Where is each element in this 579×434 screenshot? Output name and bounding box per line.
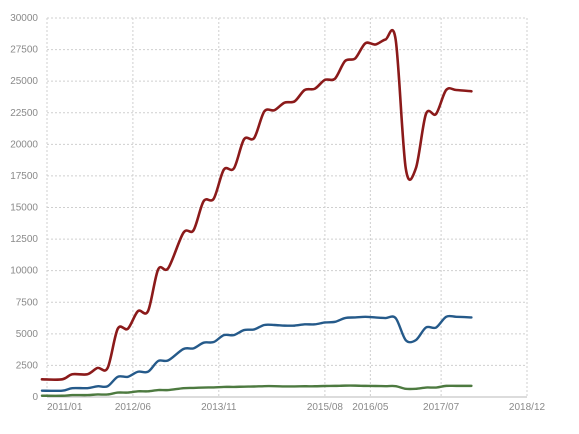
- y-tick-label: 12500: [10, 234, 38, 245]
- y-tick-label: 10000: [10, 266, 38, 277]
- tick-label-layer: 0 2500 5000 7500 10000 12500 15000 17500 20000 22…: [10, 13, 545, 413]
- y-tick-label: 15000: [10, 203, 38, 214]
- y-tick-label: 30000: [10, 13, 38, 24]
- y-tick-label: 2500: [16, 360, 39, 371]
- y-tick-label: 7500: [16, 297, 39, 308]
- x-tick-label: 2016/05: [352, 402, 389, 413]
- y-tick-label: 27500: [10, 45, 38, 56]
- y-tick-label: 25000: [10, 76, 38, 87]
- y-tick-label: 17500: [10, 171, 38, 182]
- series-line-3: [40, 384, 473, 397]
- x-tick-label: 2015/08: [307, 402, 344, 413]
- y-tick-label: 0: [32, 392, 38, 403]
- x-tick-label: 2017/07: [423, 402, 460, 413]
- x-tick-label: 2018/12: [509, 402, 546, 413]
- x-tick-label: 2013/11: [201, 402, 237, 413]
- y-tick-label: 5000: [16, 329, 39, 340]
- y-tick-label: 22500: [10, 108, 38, 119]
- x-tick-label: 2012/06: [115, 402, 152, 413]
- grid-layer: [46, 17, 528, 397]
- x-tick-label: 2011/01: [47, 402, 83, 413]
- y-tick-label: 20000: [10, 139, 38, 150]
- series-line-2: [40, 314, 473, 393]
- series-layer: [40, 28, 473, 397]
- series-line-1: [40, 28, 473, 381]
